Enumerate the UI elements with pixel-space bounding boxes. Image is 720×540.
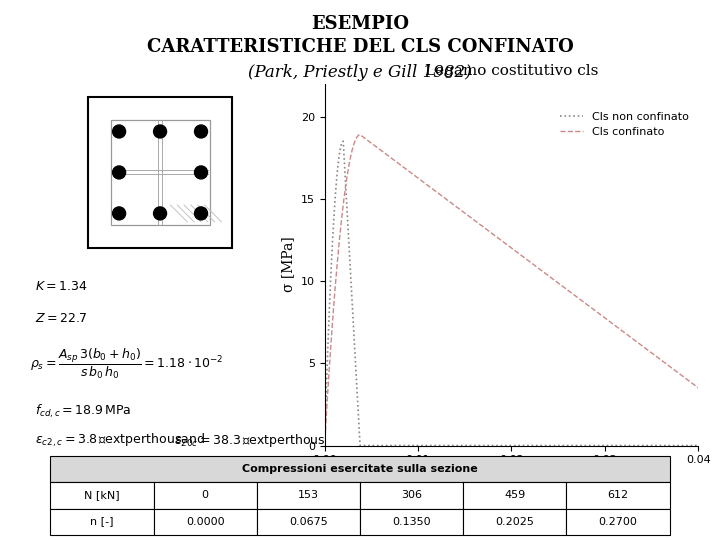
Text: $\varepsilon_{c2,c} = 3.8\,\text{\textperthousand}$: $\varepsilon_{c2,c} = 3.8\,\text{\textpe… bbox=[35, 432, 205, 449]
Bar bbox=[153, 482, 257, 509]
Circle shape bbox=[194, 166, 207, 179]
Bar bbox=[257, 509, 360, 535]
Circle shape bbox=[112, 207, 125, 220]
Cls confinato bbox=[336, 235, 344, 241]
Cls non confinato bbox=[694, 442, 703, 449]
Cls non confinato bbox=[326, 278, 335, 285]
Text: n [-]: n [-] bbox=[90, 517, 114, 526]
Cls non confinato bbox=[335, 153, 343, 159]
Text: $f_{cd,c} = 18.9\,\mathrm{MPa}$: $f_{cd,c} = 18.9\,\mathrm{MPa}$ bbox=[35, 403, 132, 420]
Text: ESEMPIO: ESEMPIO bbox=[311, 15, 409, 33]
Cls confinato bbox=[320, 442, 329, 449]
Text: $Z = 22.7$: $Z = 22.7$ bbox=[35, 312, 87, 326]
Cls non confinato bbox=[339, 138, 348, 145]
Bar bbox=[111, 119, 210, 225]
Text: 0: 0 bbox=[202, 490, 209, 501]
Line: Cls confinato: Cls confinato bbox=[325, 134, 698, 446]
Bar bbox=[89, 97, 232, 247]
Cls confinato bbox=[694, 384, 703, 391]
Text: 0.1350: 0.1350 bbox=[392, 517, 431, 526]
Text: 0.0675: 0.0675 bbox=[289, 517, 328, 526]
Text: 459: 459 bbox=[504, 490, 526, 501]
Text: 0.2700: 0.2700 bbox=[598, 517, 637, 526]
Text: $K = 1.34$: $K = 1.34$ bbox=[35, 280, 88, 293]
Line: Cls non confinato: Cls non confinato bbox=[325, 141, 698, 446]
Cls non confinato bbox=[348, 294, 356, 301]
Text: $\varepsilon_{20c} = 38.3\,\text{\textperthousand}$: $\varepsilon_{20c} = 38.3\,\text{\textpe… bbox=[174, 432, 348, 449]
X-axis label: ε [-]: ε [-] bbox=[498, 471, 525, 485]
Bar bbox=[360, 509, 463, 535]
Text: (Park, Priestly e Gill 1982): (Park, Priestly e Gill 1982) bbox=[248, 64, 472, 80]
Text: 612: 612 bbox=[608, 490, 629, 501]
Bar bbox=[463, 482, 567, 509]
Text: 0.2025: 0.2025 bbox=[495, 517, 534, 526]
Cls confinato bbox=[325, 363, 333, 370]
Bar bbox=[463, 509, 567, 535]
Bar bbox=[360, 482, 463, 509]
Bar bbox=[257, 482, 360, 509]
Cls confinato bbox=[399, 164, 408, 170]
Bar bbox=[567, 509, 670, 535]
Text: 0.0000: 0.0000 bbox=[186, 517, 225, 526]
Bar bbox=[153, 509, 257, 535]
Y-axis label: σ [MPa]: σ [MPa] bbox=[281, 237, 295, 293]
Cls confinato bbox=[323, 392, 332, 399]
Bar bbox=[50, 482, 153, 509]
Bar bbox=[50, 509, 153, 535]
Text: N [kN]: N [kN] bbox=[84, 490, 120, 501]
Cls non confinato bbox=[320, 442, 329, 449]
Text: CARATTERISTICHE DEL CLS CONFINATO: CARATTERISTICHE DEL CLS CONFINATO bbox=[147, 38, 573, 56]
Cls confinato bbox=[328, 312, 337, 319]
Legend: Cls non confinato, Cls confinato: Cls non confinato, Cls confinato bbox=[556, 107, 693, 142]
Text: $\rho_s = \dfrac{A_{sp}\,3(b_0 + h_0)}{s\,b_0\,h_0} = 1.18 \cdot 10^{-2}$: $\rho_s = \dfrac{A_{sp}\,3(b_0 + h_0)}{s… bbox=[30, 347, 223, 381]
Circle shape bbox=[153, 125, 166, 138]
Text: Compressioni esercitate sulla sezione: Compressioni esercitate sulla sezione bbox=[242, 464, 478, 474]
Title: Legamo costitutivo cls: Legamo costitutivo cls bbox=[425, 64, 598, 78]
Bar bbox=[567, 482, 670, 509]
Circle shape bbox=[194, 125, 207, 138]
Cls confinato bbox=[356, 131, 364, 138]
Text: 153: 153 bbox=[298, 490, 319, 501]
Cls confinato bbox=[690, 381, 698, 388]
Circle shape bbox=[112, 125, 125, 138]
Cls non confinato bbox=[351, 356, 360, 363]
Circle shape bbox=[112, 166, 125, 179]
Text: 306: 306 bbox=[401, 490, 422, 501]
Bar bbox=[50, 456, 670, 482]
Circle shape bbox=[153, 207, 166, 220]
Cls non confinato bbox=[327, 258, 336, 264]
Cls non confinato bbox=[344, 232, 353, 238]
Circle shape bbox=[194, 207, 207, 220]
